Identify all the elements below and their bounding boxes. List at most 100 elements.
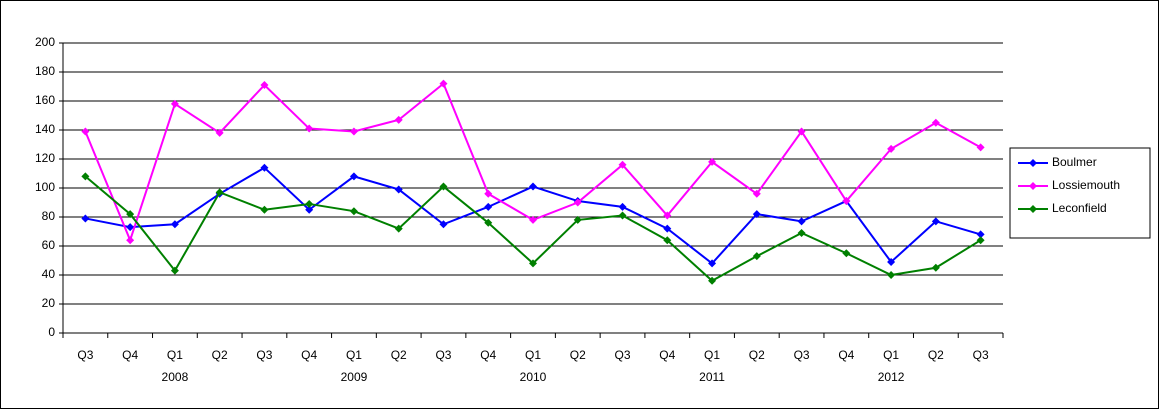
- marker: [663, 236, 672, 245]
- x-group-label: 2012: [878, 370, 905, 384]
- marker: [931, 217, 940, 226]
- marker: [931, 118, 940, 127]
- x-tick-label: Q2: [570, 348, 586, 362]
- marker: [260, 205, 269, 214]
- y-tick-label: 40: [42, 267, 56, 281]
- marker: [394, 185, 403, 194]
- y-tick-label: 20: [42, 296, 56, 310]
- x-tick-label: Q1: [346, 348, 362, 362]
- y-tick-label: 60: [42, 238, 56, 252]
- x-group-label: 2009: [341, 370, 368, 384]
- x-tick-label: Q3: [794, 348, 810, 362]
- x-tick-label: Q4: [480, 348, 496, 362]
- marker: [126, 210, 135, 219]
- marker: [708, 276, 717, 285]
- marker: [529, 215, 537, 224]
- marker: [126, 236, 135, 245]
- y-tick-label: 80: [42, 209, 56, 223]
- marker: [439, 220, 448, 229]
- marker: [394, 115, 403, 124]
- legend-marker: [1029, 205, 1037, 213]
- marker: [752, 252, 761, 261]
- marker: [484, 218, 493, 227]
- x-tick-label: Q3: [435, 348, 451, 362]
- marker: [81, 127, 90, 136]
- marker: [484, 202, 493, 211]
- x-group-label: 2011: [699, 370, 725, 384]
- marker: [573, 215, 582, 224]
- legend-label: Lossiemouth: [1052, 178, 1120, 192]
- marker: [170, 99, 179, 108]
- x-tick-label: Q3: [973, 348, 989, 362]
- y-tick-label: 200: [35, 35, 55, 49]
- x-tick-label: Q4: [838, 348, 854, 362]
- y-tick-label: 180: [35, 64, 55, 78]
- marker: [305, 199, 314, 208]
- x-tick-label: Q3: [615, 348, 631, 362]
- y-tick-label: 100: [35, 180, 55, 194]
- marker: [81, 214, 90, 223]
- marker: [797, 228, 806, 237]
- x-tick-label: Q1: [167, 348, 183, 362]
- x-tick-label: Q2: [391, 348, 407, 362]
- marker: [529, 259, 537, 268]
- marker: [976, 143, 985, 152]
- marker: [797, 127, 806, 136]
- y-tick-label: 120: [35, 151, 55, 165]
- marker: [663, 224, 672, 233]
- marker: [215, 188, 224, 197]
- marker: [573, 198, 582, 207]
- marker: [484, 189, 493, 198]
- marker: [394, 224, 403, 233]
- marker: [887, 257, 896, 266]
- marker: [349, 127, 358, 136]
- x-tick-label: Q1: [704, 348, 720, 362]
- marker: [260, 163, 269, 172]
- legend-label: Boulmer: [1052, 155, 1097, 169]
- marker: [663, 211, 672, 220]
- x-tick-label: Q4: [659, 348, 675, 362]
- marker: [618, 160, 627, 169]
- marker: [976, 230, 985, 239]
- marker: [260, 81, 269, 90]
- x-group-label: 2010: [520, 370, 547, 384]
- marker: [126, 223, 135, 232]
- marker: [170, 266, 179, 275]
- x-group-label: 2008: [162, 370, 189, 384]
- x-tick-label: Q2: [928, 348, 944, 362]
- marker: [349, 172, 358, 181]
- legend-label: Leconfield: [1052, 201, 1107, 215]
- x-tick-label: Q4: [122, 348, 138, 362]
- y-tick-label: 160: [35, 93, 55, 107]
- x-tick-label: Q1: [883, 348, 899, 362]
- y-tick-label: 0: [48, 325, 55, 339]
- x-tick-label: Q3: [256, 348, 272, 362]
- x-tick-label: Q1: [525, 348, 541, 362]
- marker: [170, 220, 179, 229]
- x-tick-label: Q3: [77, 348, 93, 362]
- marker: [305, 124, 314, 133]
- marker: [305, 205, 314, 214]
- x-tick-label: Q2: [212, 348, 228, 362]
- marker: [708, 157, 717, 166]
- marker: [931, 263, 940, 272]
- y-tick-label: 140: [35, 122, 55, 136]
- marker: [887, 144, 896, 153]
- marker: [618, 202, 627, 211]
- marker: [529, 182, 537, 191]
- marker: [887, 271, 896, 279]
- marker: [618, 211, 627, 220]
- marker: [708, 259, 717, 268]
- x-tick-label: Q2: [749, 348, 765, 362]
- marker: [215, 128, 224, 137]
- marker: [842, 197, 851, 206]
- marker: [439, 79, 448, 88]
- marker: [439, 182, 448, 191]
- legend-marker: [1029, 182, 1037, 190]
- marker: [976, 236, 985, 245]
- x-tick-label: Q4: [301, 348, 317, 362]
- legend-marker: [1029, 159, 1037, 167]
- marker: [349, 207, 358, 216]
- marker: [797, 217, 806, 226]
